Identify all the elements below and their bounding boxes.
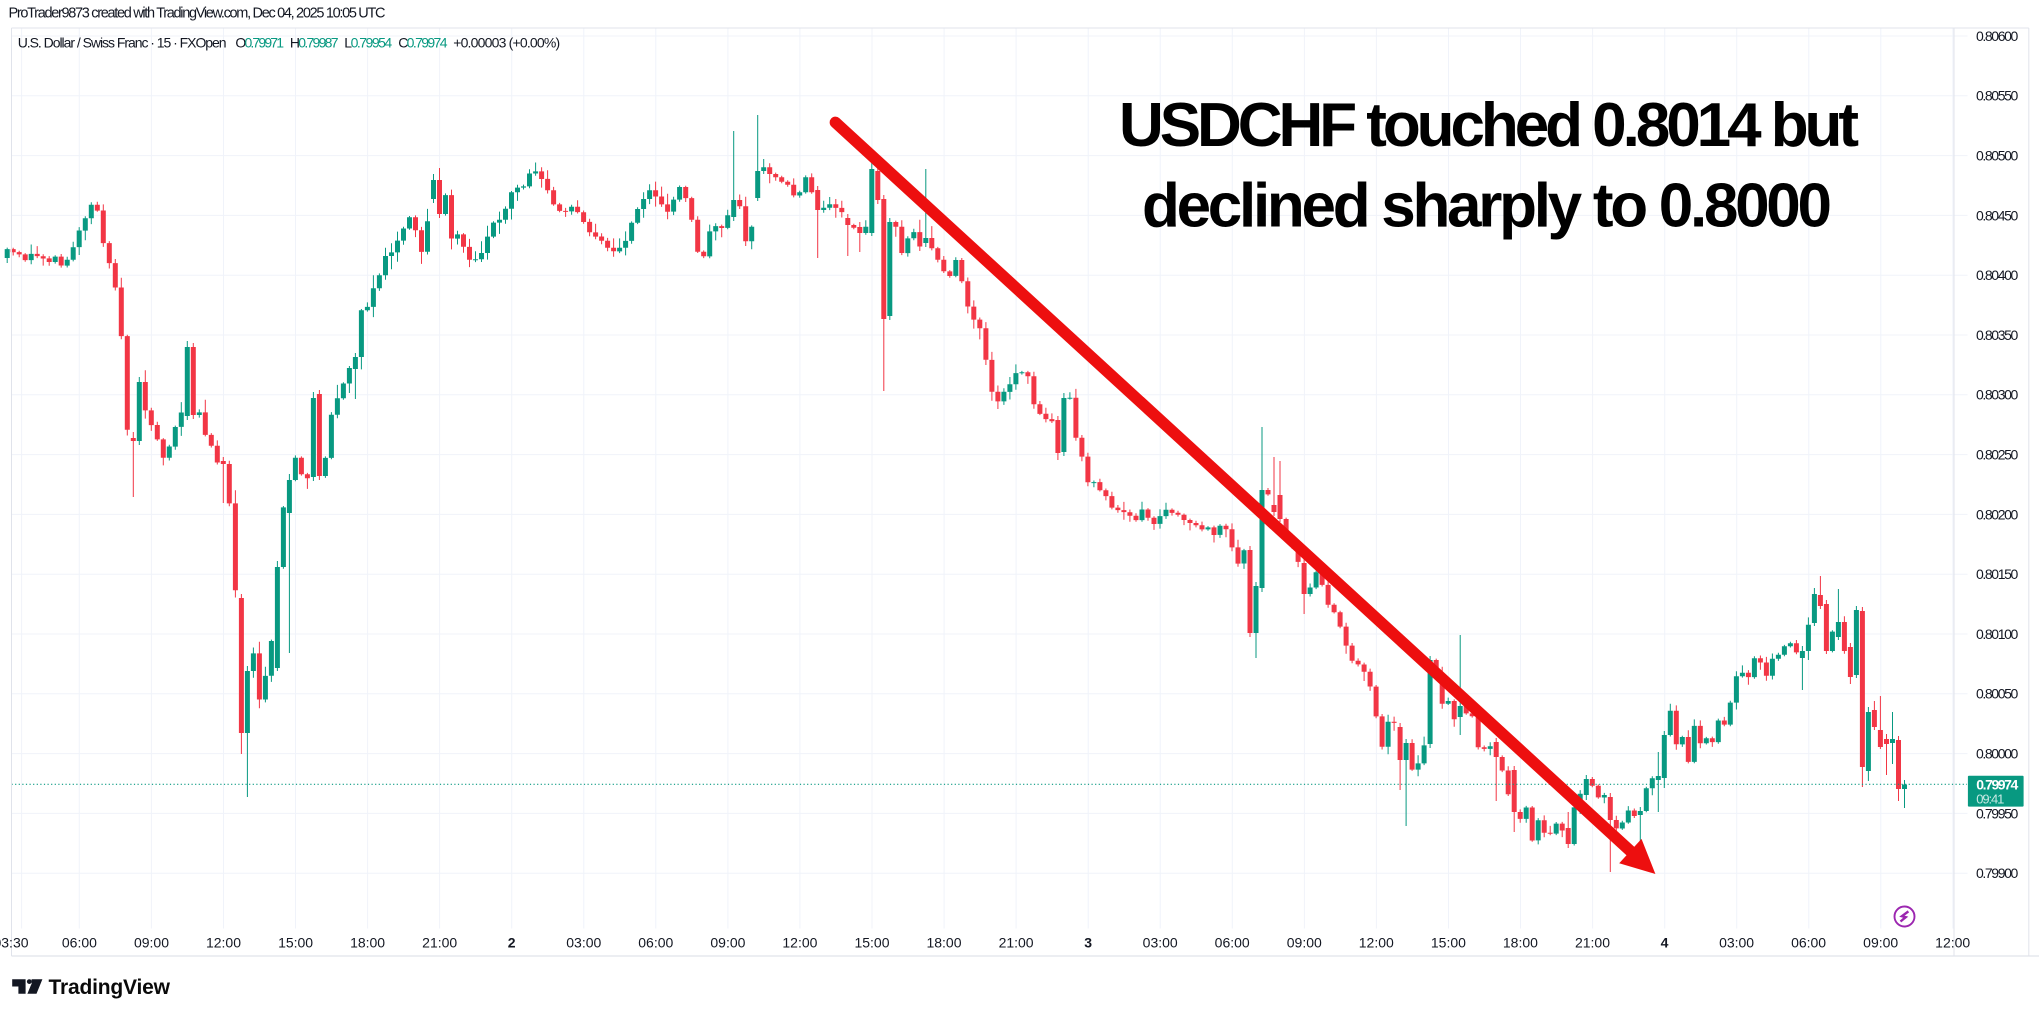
svg-text:declined sharply to 0.8000: declined sharply to 0.8000 <box>1142 172 1832 241</box>
svg-text:4: 4 <box>1661 934 1669 950</box>
svg-text:15:00: 15:00 <box>278 934 313 950</box>
svg-text:06:00: 06:00 <box>1215 934 1250 950</box>
svg-text:18:00: 18:00 <box>350 934 385 950</box>
svg-text:15:00: 15:00 <box>854 934 889 950</box>
svg-text:0.80050: 0.80050 <box>1976 686 2019 702</box>
svg-text:0.80300: 0.80300 <box>1976 387 2019 403</box>
svg-text:0.80150: 0.80150 <box>1976 566 2019 582</box>
svg-text:03:00: 03:00 <box>1719 934 1754 950</box>
svg-text:2: 2 <box>508 934 516 950</box>
svg-text:L0.79954: L0.79954 <box>344 34 392 50</box>
svg-text:03:00: 03:00 <box>566 934 601 950</box>
svg-text:3: 3 <box>1084 934 1092 950</box>
svg-text:09:00: 09:00 <box>134 934 169 950</box>
svg-text:0.80350: 0.80350 <box>1976 327 2019 343</box>
svg-text:0.80100: 0.80100 <box>1976 626 2019 642</box>
svg-text:0.80400: 0.80400 <box>1976 267 2019 283</box>
svg-text:06:00: 06:00 <box>638 934 673 950</box>
svg-text:03:30: 03:30 <box>0 934 29 950</box>
svg-text:+0.00003 (+0.00%): +0.00003 (+0.00%) <box>453 34 560 50</box>
svg-text:12:00: 12:00 <box>782 934 817 950</box>
svg-text:21:00: 21:00 <box>422 934 457 950</box>
svg-text:0.79900: 0.79900 <box>1976 865 2019 881</box>
svg-text:O0.79971: O0.79971 <box>235 34 284 50</box>
svg-text:06:00: 06:00 <box>62 934 97 950</box>
svg-text:0.80450: 0.80450 <box>1976 207 2019 223</box>
svg-text:12:00: 12:00 <box>206 934 241 950</box>
svg-text:H0.79987: H0.79987 <box>290 34 339 50</box>
svg-text:03:00: 03:00 <box>1143 934 1178 950</box>
svg-text:21:00: 21:00 <box>999 934 1034 950</box>
svg-text:TradingView: TradingView <box>49 976 171 999</box>
svg-text:ProTrader9873 created with Tra: ProTrader9873 created with TradingView.c… <box>9 6 386 22</box>
svg-text:0.79950: 0.79950 <box>1976 805 2019 821</box>
svg-text:09:00: 09:00 <box>1863 934 1898 950</box>
svg-text:06:00: 06:00 <box>1791 934 1826 950</box>
svg-text:C0.79974: C0.79974 <box>398 34 448 50</box>
svg-text:U.S. Dollar / Swiss Franc · 15: U.S. Dollar / Swiss Franc · 15 · FXOpen <box>18 34 227 50</box>
svg-text:09:41: 09:41 <box>1976 792 2004 807</box>
svg-text:USDCHF touched 0.8014 but: USDCHF touched 0.8014 but <box>1119 91 1859 160</box>
svg-text:09:00: 09:00 <box>710 934 745 950</box>
svg-text:0.80600: 0.80600 <box>1976 28 2019 44</box>
svg-text:0.80500: 0.80500 <box>1976 148 2019 164</box>
svg-text:15:00: 15:00 <box>1431 934 1466 950</box>
svg-text:09:00: 09:00 <box>1287 934 1322 950</box>
svg-text:0.79974: 0.79974 <box>1976 777 2018 793</box>
svg-text:12:00: 12:00 <box>1359 934 1394 950</box>
svg-text:18:00: 18:00 <box>926 934 961 950</box>
svg-text:0.80000: 0.80000 <box>1976 746 2019 762</box>
svg-text:0.80200: 0.80200 <box>1976 506 2019 522</box>
svg-text:0.80250: 0.80250 <box>1976 447 2019 463</box>
svg-text:21:00: 21:00 <box>1575 934 1610 950</box>
svg-text:0.80550: 0.80550 <box>1976 88 2019 104</box>
svg-text:18:00: 18:00 <box>1503 934 1538 950</box>
svg-text:12:00: 12:00 <box>1935 934 1970 950</box>
